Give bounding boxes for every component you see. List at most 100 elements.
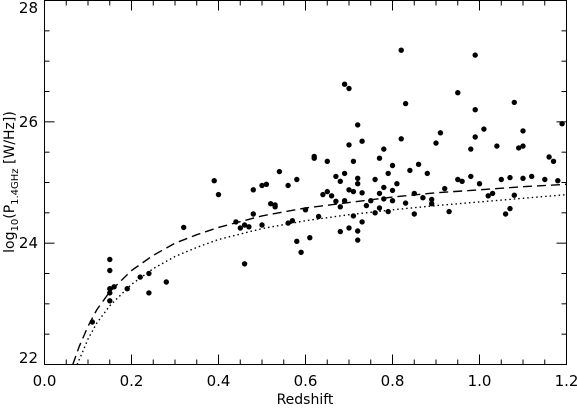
y-tick-label: 28 xyxy=(19,0,38,17)
data-point xyxy=(346,142,352,148)
data-point xyxy=(337,228,343,235)
data-point xyxy=(507,205,513,212)
data-point xyxy=(341,81,348,87)
x-tick-label: 0.0 xyxy=(33,372,57,390)
data-point xyxy=(472,107,478,113)
data-point xyxy=(402,200,409,206)
x-tick-label: 0.4 xyxy=(207,372,231,390)
x-tick-label: 0.8 xyxy=(381,372,405,390)
x-tick-label: 0.6 xyxy=(294,372,318,390)
data-point xyxy=(359,219,365,225)
data-point xyxy=(268,201,274,207)
y-tick-labels: 22 24 26 28 xyxy=(19,0,38,367)
data-point xyxy=(181,224,187,231)
data-point xyxy=(315,213,322,220)
data-point xyxy=(294,176,300,183)
data-point xyxy=(485,193,491,199)
limit-curves xyxy=(72,183,567,365)
data-point xyxy=(381,196,387,202)
y-title-pre: log xyxy=(2,232,18,253)
data-point xyxy=(407,167,413,174)
data-point xyxy=(124,286,130,292)
data-point xyxy=(381,184,387,191)
data-point xyxy=(241,261,248,267)
y-tick-label: 22 xyxy=(19,349,38,367)
data-point xyxy=(511,192,517,198)
data-point xyxy=(350,158,357,164)
data-point xyxy=(146,270,152,277)
data-point xyxy=(398,47,404,53)
data-point xyxy=(307,235,313,241)
data-point xyxy=(489,190,496,197)
data-point xyxy=(372,210,378,216)
data-point xyxy=(494,143,500,149)
data-point xyxy=(385,208,391,215)
data-point xyxy=(107,256,113,263)
data-point xyxy=(472,52,478,58)
plot-frame xyxy=(44,0,567,365)
data-point xyxy=(507,174,513,181)
data-point xyxy=(89,319,96,325)
data-point xyxy=(546,154,552,160)
x-axis-title: Redshift xyxy=(277,392,334,408)
data-point xyxy=(285,182,291,189)
data-point xyxy=(429,201,435,207)
x-tick-labels: 0.0 0.2 0.4 0.6 0.8 1.0 1.2 xyxy=(33,372,577,390)
data-point xyxy=(302,207,309,213)
data-point xyxy=(437,130,444,136)
data-point xyxy=(259,222,265,228)
y-axis-title: log10(P1.4GHz [W/Hz]) xyxy=(2,111,21,253)
data-point xyxy=(376,155,383,161)
data-point xyxy=(389,162,396,169)
data-point xyxy=(241,222,248,228)
data-point xyxy=(455,176,461,183)
data-point xyxy=(385,170,391,177)
data-point xyxy=(355,228,361,234)
data-point xyxy=(311,153,317,160)
data-point xyxy=(163,279,169,285)
data-point xyxy=(516,145,522,151)
data-point xyxy=(355,181,361,187)
data-point xyxy=(107,290,113,296)
data-point xyxy=(294,238,300,244)
data-point xyxy=(381,146,387,152)
data-point xyxy=(233,219,239,225)
data-point xyxy=(355,122,361,128)
data-point xyxy=(476,181,483,187)
data-point xyxy=(285,220,291,226)
data-point xyxy=(259,182,265,189)
data-point xyxy=(341,170,348,177)
data-point xyxy=(455,90,461,96)
data-point xyxy=(107,267,113,274)
y-tick-label: 26 xyxy=(19,113,38,131)
data-point xyxy=(520,143,526,149)
data-point xyxy=(324,188,330,195)
data-point xyxy=(446,208,452,215)
data-point xyxy=(559,121,565,127)
data-point xyxy=(542,176,548,183)
data-point xyxy=(298,249,304,255)
data-point xyxy=(320,191,326,198)
x-tick-label: 0.2 xyxy=(120,372,144,390)
data-point xyxy=(429,196,435,203)
data-point xyxy=(502,211,509,217)
data-points xyxy=(89,47,565,325)
data-point xyxy=(359,138,365,144)
data-point xyxy=(468,173,474,180)
data-point xyxy=(107,298,113,304)
data-point xyxy=(376,205,383,211)
data-point xyxy=(289,218,296,224)
data-point xyxy=(389,187,396,194)
y-title-mid: (P xyxy=(2,205,18,219)
data-point xyxy=(263,181,270,187)
data-point xyxy=(350,213,357,219)
data-point xyxy=(550,158,557,164)
data-point xyxy=(341,198,348,204)
data-point xyxy=(337,178,343,184)
data-point xyxy=(137,274,143,280)
y-title-sub2: 1.4GHz xyxy=(10,168,21,204)
data-point xyxy=(111,284,117,290)
data-point xyxy=(363,202,370,209)
data-point xyxy=(511,99,517,106)
data-point xyxy=(333,198,339,204)
